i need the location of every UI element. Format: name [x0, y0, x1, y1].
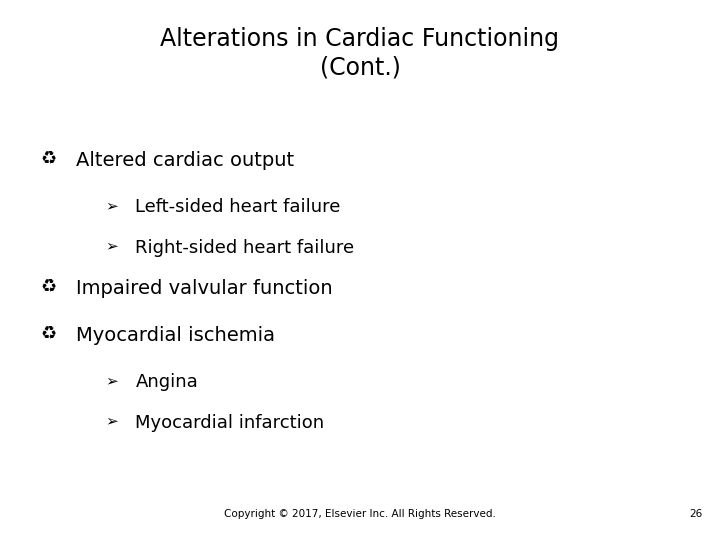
- Text: ♻: ♻: [41, 279, 57, 297]
- Text: ➢: ➢: [105, 239, 118, 254]
- Text: ♻: ♻: [41, 151, 57, 169]
- Text: ➢: ➢: [105, 198, 118, 213]
- Text: Copyright © 2017, Elsevier Inc. All Rights Reserved.: Copyright © 2017, Elsevier Inc. All Righ…: [224, 509, 496, 519]
- Text: Altered cardiac output: Altered cardiac output: [76, 151, 294, 170]
- Text: ➢: ➢: [105, 414, 118, 429]
- Text: Myocardial infarction: Myocardial infarction: [135, 414, 325, 431]
- Text: Right-sided heart failure: Right-sided heart failure: [135, 239, 354, 256]
- Text: ♻: ♻: [41, 326, 57, 344]
- Text: Impaired valvular function: Impaired valvular function: [76, 279, 332, 298]
- Text: Myocardial ischemia: Myocardial ischemia: [76, 326, 274, 345]
- Text: ➢: ➢: [105, 373, 118, 388]
- Text: Alterations in Cardiac Functioning
(Cont.): Alterations in Cardiac Functioning (Cont…: [161, 27, 559, 80]
- Text: Left-sided heart failure: Left-sided heart failure: [135, 198, 341, 216]
- Text: 26: 26: [689, 509, 702, 519]
- Text: Angina: Angina: [135, 373, 198, 391]
